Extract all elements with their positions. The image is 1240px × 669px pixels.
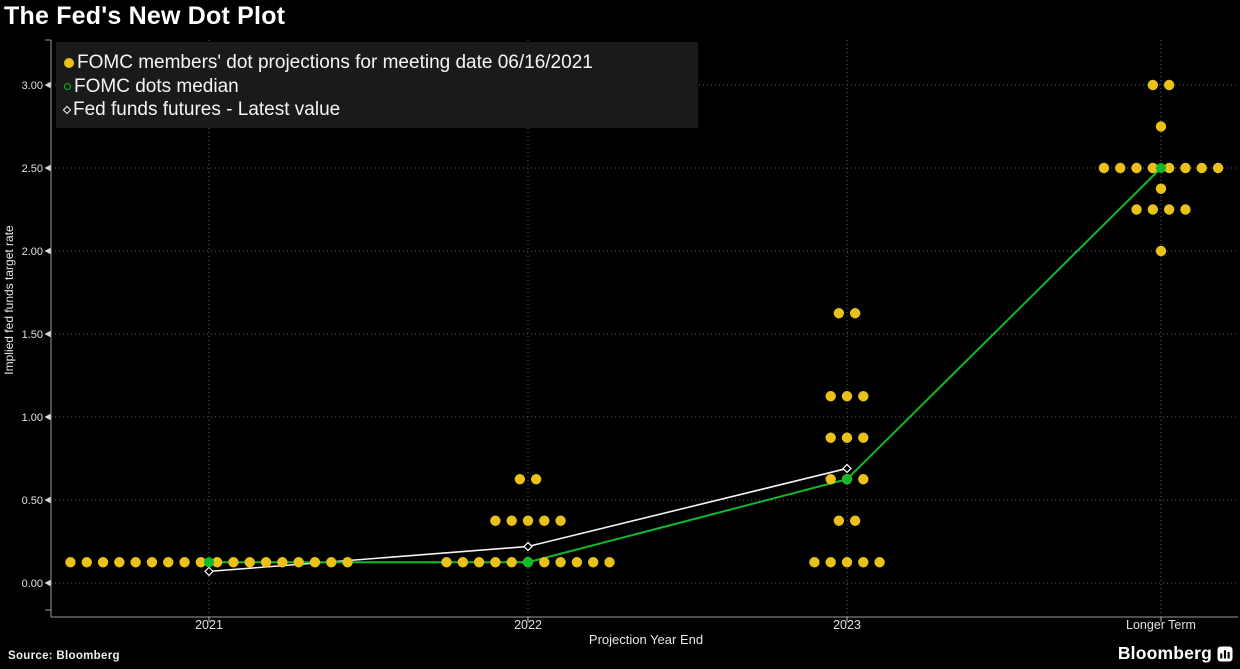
svg-text:2021: 2021 bbox=[195, 618, 223, 632]
legend-label: FOMC dots median bbox=[74, 75, 239, 97]
svg-text:0.00: 0.00 bbox=[22, 578, 43, 590]
legend: FOMC members' dot projections for meetin… bbox=[56, 42, 698, 129]
y-axis-title: Implied fed funds target rate bbox=[2, 225, 16, 375]
svg-text:2023: 2023 bbox=[833, 618, 861, 632]
green-circle-icon bbox=[64, 83, 71, 91]
white-diamond-icon bbox=[62, 105, 72, 115]
legend-item-dots: FOMC members' dot projections for meetin… bbox=[64, 51, 690, 75]
source-note: Source: Bloomberg bbox=[8, 650, 120, 662]
legend-label: FOMC members' dot projections for meetin… bbox=[77, 51, 593, 73]
chart-title: The Fed's New Dot Plot bbox=[4, 2, 286, 30]
legend-label: Fed funds futures - Latest value bbox=[73, 99, 341, 121]
svg-text:3.00: 3.00 bbox=[22, 80, 43, 92]
svg-text:1.00: 1.00 bbox=[22, 412, 43, 424]
svg-text:2.00: 2.00 bbox=[22, 246, 43, 258]
legend-item-futures: Fed funds futures - Latest value bbox=[62, 98, 690, 122]
svg-text:1.50: 1.50 bbox=[22, 329, 43, 341]
yellow-dot-icon bbox=[64, 57, 74, 68]
svg-text:2.50: 2.50 bbox=[22, 163, 43, 175]
bloomberg-bars-icon bbox=[1217, 646, 1233, 661]
legend-item-median: FOMC dots median bbox=[64, 75, 690, 99]
x-axis-title: Projection Year End bbox=[588, 632, 704, 647]
svg-text:2022: 2022 bbox=[514, 618, 542, 632]
svg-text:0.50: 0.50 bbox=[22, 495, 43, 507]
bloomberg-logo: Bloomberg bbox=[1118, 643, 1233, 664]
bloomberg-wordmark: Bloomberg bbox=[1117, 643, 1212, 663]
svg-text:Longer Term: Longer Term bbox=[1126, 618, 1196, 632]
